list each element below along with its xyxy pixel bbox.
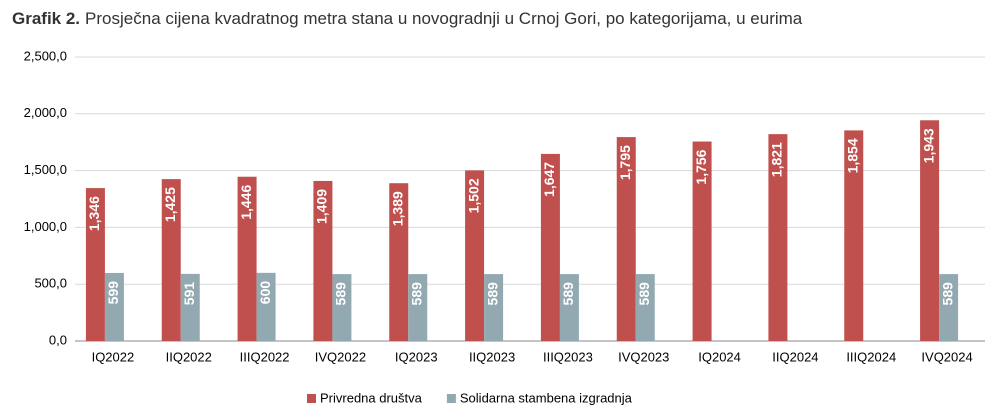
value-label: 589: [560, 282, 576, 306]
x-tick-label: IIIQ2023: [543, 349, 593, 364]
x-tick-label: IIQ2022: [166, 349, 212, 364]
value-label: 600: [257, 281, 273, 305]
value-label: 1,502: [465, 178, 481, 213]
bar: [920, 120, 940, 341]
bar: [844, 130, 864, 341]
x-tick-label: IVQ2024: [921, 349, 972, 364]
bar: [389, 183, 409, 341]
y-tick-label: 500,0: [34, 276, 67, 291]
value-label: 589: [636, 282, 652, 306]
x-tick-label: IQ2024: [698, 349, 741, 364]
x-tick-label: IVQ2022: [315, 349, 366, 364]
y-tick-label: 2,000,0: [24, 105, 67, 120]
value-label: 1,854: [844, 138, 860, 173]
bar: [161, 179, 181, 341]
bar: [484, 274, 504, 341]
value-label: 589: [333, 282, 349, 306]
bar: [104, 272, 124, 341]
x-tick-label: IIIQ2024: [846, 349, 896, 364]
bar: [540, 153, 560, 341]
legend-label: Privredna društva: [320, 390, 423, 405]
value-label: 589: [408, 282, 424, 306]
bar: [939, 274, 959, 341]
bar: [85, 188, 105, 341]
x-tick-label: IQ2022: [92, 349, 135, 364]
value-label: 1,943: [920, 128, 936, 163]
bar: [256, 272, 276, 341]
bar: [408, 274, 428, 341]
value-label: 589: [939, 282, 955, 306]
value-label: 1,647: [541, 162, 557, 197]
value-label: 1,409: [314, 189, 330, 224]
x-tick-label: IQ2023: [395, 349, 438, 364]
x-tick-label: IIQ2023: [469, 349, 515, 364]
value-label: 1,756: [693, 149, 709, 184]
value-label: 589: [484, 282, 500, 306]
bar: [465, 170, 485, 341]
value-label: 599: [105, 281, 121, 305]
title-label: Grafik 2.: [12, 9, 80, 28]
x-tick-label: IIQ2024: [772, 349, 818, 364]
x-tick-label: IVQ2023: [618, 349, 669, 364]
bar: [635, 274, 655, 341]
value-label: 1,821: [769, 142, 785, 177]
x-tick-label: IIIQ2022: [240, 349, 290, 364]
bar: [237, 176, 257, 341]
value-label: 1,389: [389, 191, 405, 226]
title-text: Prosječna cijena kvadratnog metra stana …: [85, 9, 803, 28]
chart-title: Grafik 2. Prosječna cijena kvadratnog met…: [12, 9, 803, 28]
y-tick-label: 0,0: [49, 332, 67, 347]
bar: [768, 134, 788, 341]
bar: [313, 180, 333, 341]
y-tick-label: 2,500,0: [24, 48, 67, 63]
bar: [559, 274, 579, 341]
bar: [332, 274, 352, 341]
bar: [692, 141, 712, 341]
legend-swatch: [446, 394, 456, 403]
value-label: 1,346: [86, 196, 102, 231]
legend-label: Solidarna stambena izgradnja: [460, 390, 633, 405]
legend-swatch: [307, 394, 316, 403]
value-label: 591: [181, 282, 197, 306]
value-label: 1,446: [238, 185, 254, 220]
value-label: 1,795: [617, 145, 633, 180]
bar: [180, 273, 200, 341]
y-tick-label: 1,000,0: [24, 219, 67, 234]
y-tick-label: 1,500,0: [24, 162, 67, 177]
bar: [616, 137, 636, 341]
value-label: 1,425: [162, 187, 178, 222]
